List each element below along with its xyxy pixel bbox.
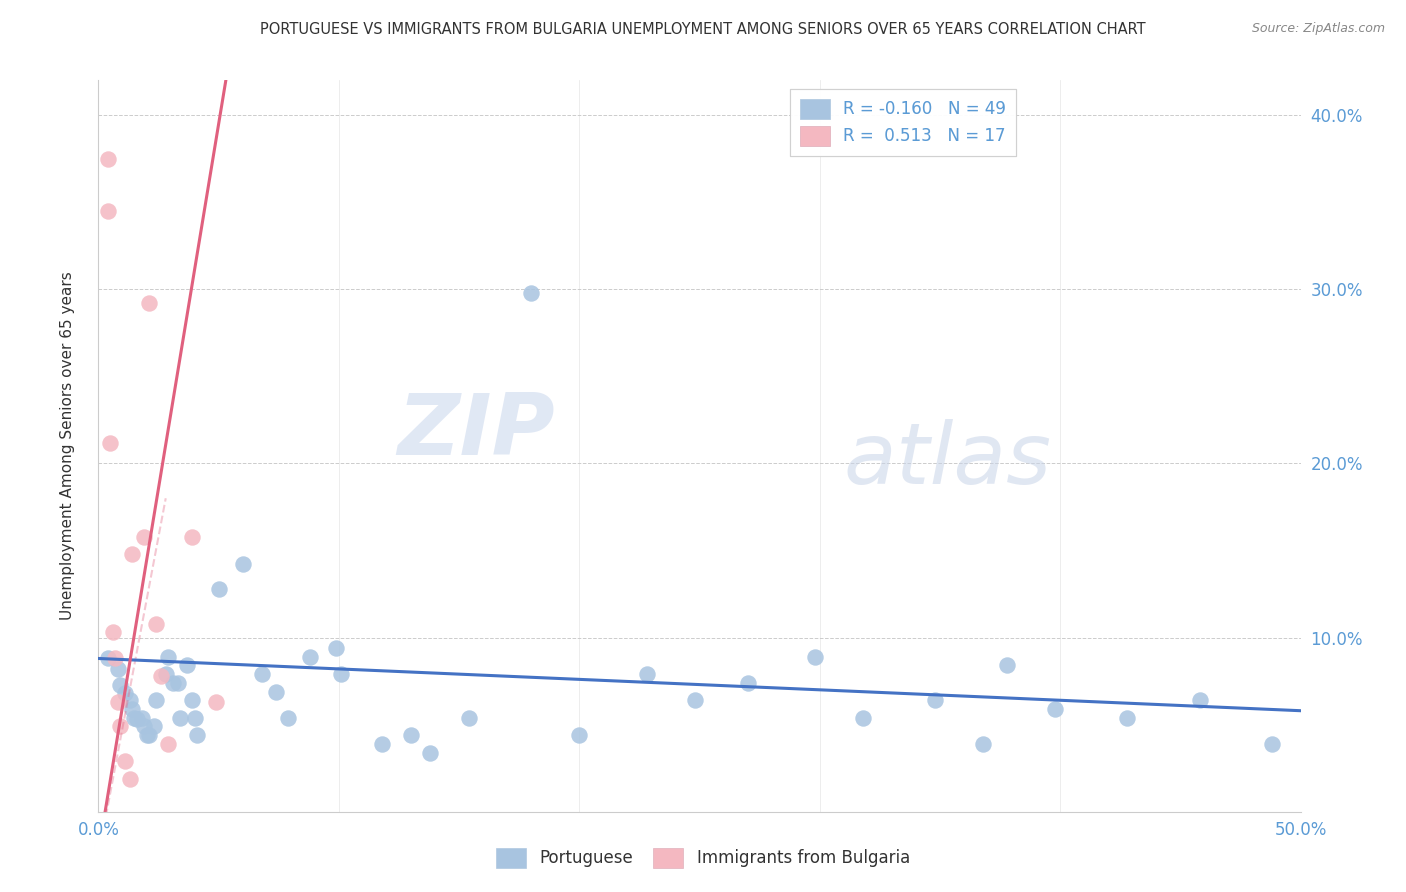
Point	[683, 693, 706, 707]
Point	[325, 640, 347, 655]
Point	[166, 676, 188, 690]
Point	[568, 728, 591, 742]
Point	[208, 582, 231, 596]
Point	[108, 677, 131, 691]
Point	[181, 693, 204, 707]
Point	[176, 658, 198, 673]
Point	[232, 558, 254, 572]
Point	[124, 711, 146, 725]
Point	[100, 435, 122, 450]
Text: atlas: atlas	[844, 419, 1052, 502]
Text: PORTUGUESE VS IMMIGRANTS FROM BULGARIA UNEMPLOYMENT AMONG SENIORS OVER 65 YEARS : PORTUGUESE VS IMMIGRANTS FROM BULGARIA U…	[260, 22, 1146, 37]
Point	[145, 616, 167, 631]
Point	[131, 711, 153, 725]
Point	[181, 530, 204, 544]
Text: ZIP: ZIP	[398, 390, 555, 473]
Point	[107, 662, 129, 676]
Point	[97, 651, 120, 665]
Point	[205, 695, 228, 709]
Legend: Portuguese, Immigrants from Bulgaria: Portuguese, Immigrants from Bulgaria	[489, 841, 917, 875]
Point	[972, 737, 994, 751]
Point	[114, 686, 136, 700]
Point	[169, 711, 191, 725]
Point	[121, 702, 143, 716]
Point	[104, 651, 127, 665]
Point	[107, 695, 129, 709]
Text: Source: ZipAtlas.com: Source: ZipAtlas.com	[1251, 22, 1385, 36]
Point	[135, 728, 157, 742]
Point	[145, 693, 167, 707]
Point	[399, 728, 422, 742]
Point	[138, 296, 160, 310]
Point	[162, 676, 184, 690]
Point	[157, 737, 180, 751]
Point	[132, 530, 155, 544]
Point	[142, 719, 165, 733]
Point	[114, 754, 136, 768]
Point	[118, 693, 141, 707]
Point	[149, 669, 172, 683]
Point	[636, 667, 658, 681]
Point	[298, 649, 321, 664]
Point	[250, 667, 273, 681]
Point	[157, 649, 180, 664]
Point	[125, 713, 148, 727]
Point	[132, 719, 155, 733]
Point	[97, 203, 120, 218]
Point	[277, 711, 299, 725]
Point	[155, 667, 177, 681]
Point	[457, 711, 479, 725]
Point	[121, 547, 143, 561]
Point	[419, 746, 441, 760]
Point	[97, 152, 120, 166]
Point	[101, 625, 124, 640]
Point	[183, 711, 205, 725]
Point	[1188, 693, 1211, 707]
Point	[520, 285, 543, 300]
Point	[330, 667, 353, 681]
Point	[995, 658, 1018, 673]
Point	[1045, 702, 1067, 716]
Legend: R = -0.160   N = 49, R =  0.513   N = 17: R = -0.160 N = 49, R = 0.513 N = 17	[790, 88, 1015, 156]
Point	[737, 676, 759, 690]
Point	[118, 772, 141, 786]
Point	[852, 711, 875, 725]
Point	[924, 693, 946, 707]
Point	[1260, 737, 1282, 751]
Point	[138, 728, 160, 742]
Y-axis label: Unemployment Among Seniors over 65 years: Unemployment Among Seniors over 65 years	[60, 272, 75, 620]
Point	[804, 649, 827, 664]
Point	[108, 719, 131, 733]
Point	[186, 728, 208, 742]
Point	[371, 737, 394, 751]
Point	[1116, 711, 1139, 725]
Point	[266, 684, 288, 698]
